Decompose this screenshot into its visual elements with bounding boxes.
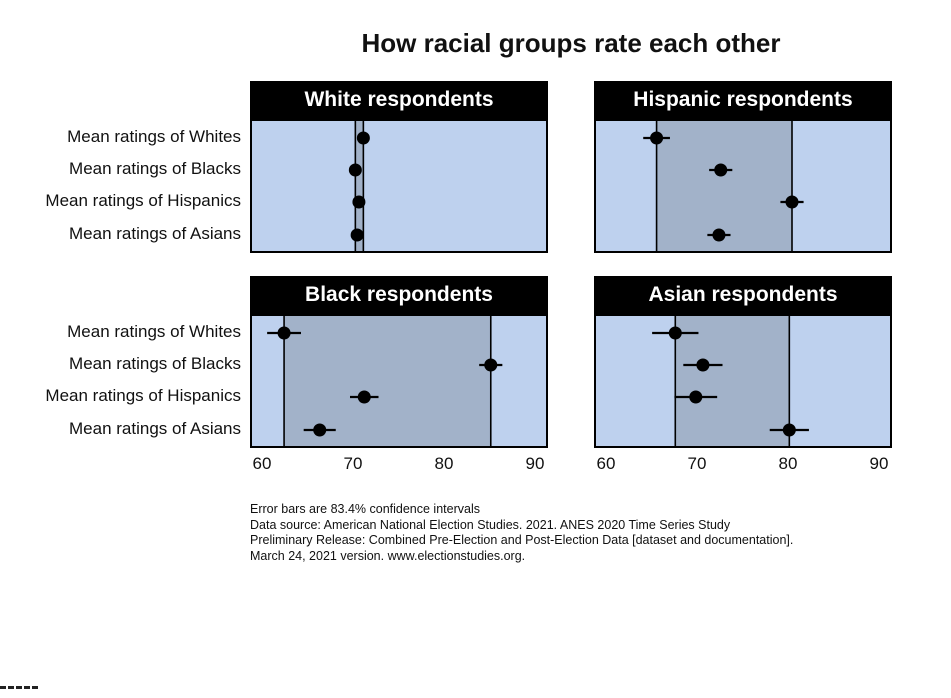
range-band <box>656 121 792 251</box>
x-tick-label: 90 <box>525 454 545 473</box>
row-label: Mean ratings of Asians <box>69 419 241 438</box>
panel-title: Black respondents <box>250 276 548 314</box>
x-tick-label: 70 <box>343 454 363 473</box>
row-label: Mean ratings of Hispanics <box>45 386 241 405</box>
data-point <box>696 358 710 372</box>
data-point <box>668 326 682 340</box>
panel-plot-svg <box>596 121 890 251</box>
panel-title: Hispanic respondents <box>594 81 892 119</box>
dashed-divider <box>0 686 38 692</box>
x-tick-label: 60 <box>252 454 272 473</box>
panel-asian-respondents: Asian respondents <box>594 276 892 448</box>
plot-background <box>252 121 546 251</box>
panel-black-respondents: Black respondents <box>250 276 548 448</box>
data-point <box>782 423 796 437</box>
row-label: Mean ratings of Blacks <box>69 159 241 178</box>
data-point <box>356 131 370 145</box>
x-tick-label: 80 <box>778 454 798 473</box>
plot-area <box>250 119 548 253</box>
panel-plot-svg <box>252 121 546 251</box>
data-point <box>785 195 799 209</box>
x-tick-label: 60 <box>596 454 616 473</box>
x-tick-label: 80 <box>434 454 454 473</box>
row-label: Mean ratings of Asians <box>69 224 241 243</box>
data-point <box>352 195 366 209</box>
panel-white-respondents: White respondents <box>250 81 548 253</box>
data-point <box>357 390 371 404</box>
row-label: Mean ratings of Hispanics <box>45 191 241 210</box>
data-point <box>714 163 728 177</box>
data-point <box>484 358 498 372</box>
plot-area <box>594 119 892 253</box>
data-point <box>313 423 327 437</box>
chart-title: How racial groups rate each other <box>361 28 781 58</box>
x-tick-label: 90 <box>869 454 889 473</box>
data-point <box>277 326 291 340</box>
row-label: Mean ratings of Blacks <box>69 354 241 373</box>
data-point <box>689 390 703 404</box>
note-line: Preliminary Release: Combined Pre-Electi… <box>250 533 794 547</box>
panel-plot-svg <box>252 316 546 446</box>
plot-area <box>250 314 548 448</box>
note-line: Error bars are 83.4% confidence interval… <box>250 502 480 516</box>
panel-plot-svg <box>596 316 890 446</box>
panel-title: Asian respondents <box>594 276 892 314</box>
row-label: Mean ratings of Whites <box>67 127 241 146</box>
data-point <box>348 163 362 177</box>
x-tick-label: 70 <box>687 454 707 473</box>
range-band <box>675 316 790 446</box>
chart-notes: Error bars are 83.4% confidence interval… <box>250 502 793 564</box>
panel-title: White respondents <box>250 81 548 119</box>
data-point <box>712 228 726 242</box>
row-label: Mean ratings of Whites <box>67 322 241 341</box>
data-point <box>350 228 364 242</box>
panel-hispanic-respondents: Hispanic respondents <box>594 81 892 253</box>
range-band <box>355 121 364 251</box>
note-line: Data source: American National Election … <box>250 517 731 532</box>
plot-area <box>594 314 892 448</box>
note-line: March 24, 2021 version. www.electionstud… <box>250 548 526 563</box>
data-point <box>650 131 664 145</box>
